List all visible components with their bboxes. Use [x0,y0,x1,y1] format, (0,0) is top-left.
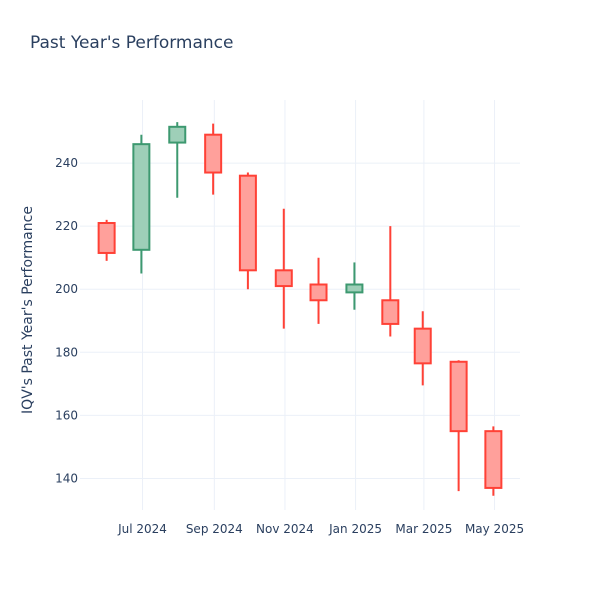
y-tick-label: 160 [55,408,78,422]
x-tick-label: Nov 2024 [256,522,314,536]
candle-body [449,360,468,433]
axis-layer: 140 160 180 200 220 240 Jul 2024 Sep 2024 Nov 20… [55,156,524,536]
candle-decreasing [274,208,293,329]
candle-increasing [168,122,187,198]
y-axis-label: IQV's Past Year's Performance [20,206,36,414]
candle-decreasing [309,257,328,324]
y-tick-label: 200 [55,282,78,296]
candle-body [484,430,503,489]
y-tick-label: 180 [55,345,78,359]
candle-increasing [132,134,151,274]
candle-decreasing [381,226,400,337]
chart-title: Past Year's Performance [30,33,234,53]
y-tick-label: 240 [55,156,78,170]
candle-body [132,143,151,251]
candle-decreasing [413,311,432,386]
candle-body [238,174,257,272]
x-tick-label: Jan 2025 [328,522,382,536]
x-tick-label: Jul 2024 [117,522,167,536]
candle-body [381,299,400,325]
candle-body [413,327,432,365]
candle-body [168,125,187,144]
candle-decreasing [484,426,503,496]
candle-decreasing [449,360,468,492]
candle-body [274,269,293,288]
candle-decreasing [238,172,257,290]
candle-body [345,283,364,294]
candle-layer [97,122,503,496]
candle-decreasing [204,123,223,195]
candle-body [204,133,223,174]
candle-decreasing [97,219,116,261]
x-tick-label: May 2025 [465,522,524,536]
candle-increasing [345,262,364,310]
y-tick-label: 220 [55,219,78,233]
candle-body [309,283,328,302]
x-tick-label: Sep 2024 [186,522,243,536]
x-tick-label: Mar 2025 [395,522,452,536]
y-tick-label: 140 [55,471,78,485]
candle-body [97,222,116,254]
